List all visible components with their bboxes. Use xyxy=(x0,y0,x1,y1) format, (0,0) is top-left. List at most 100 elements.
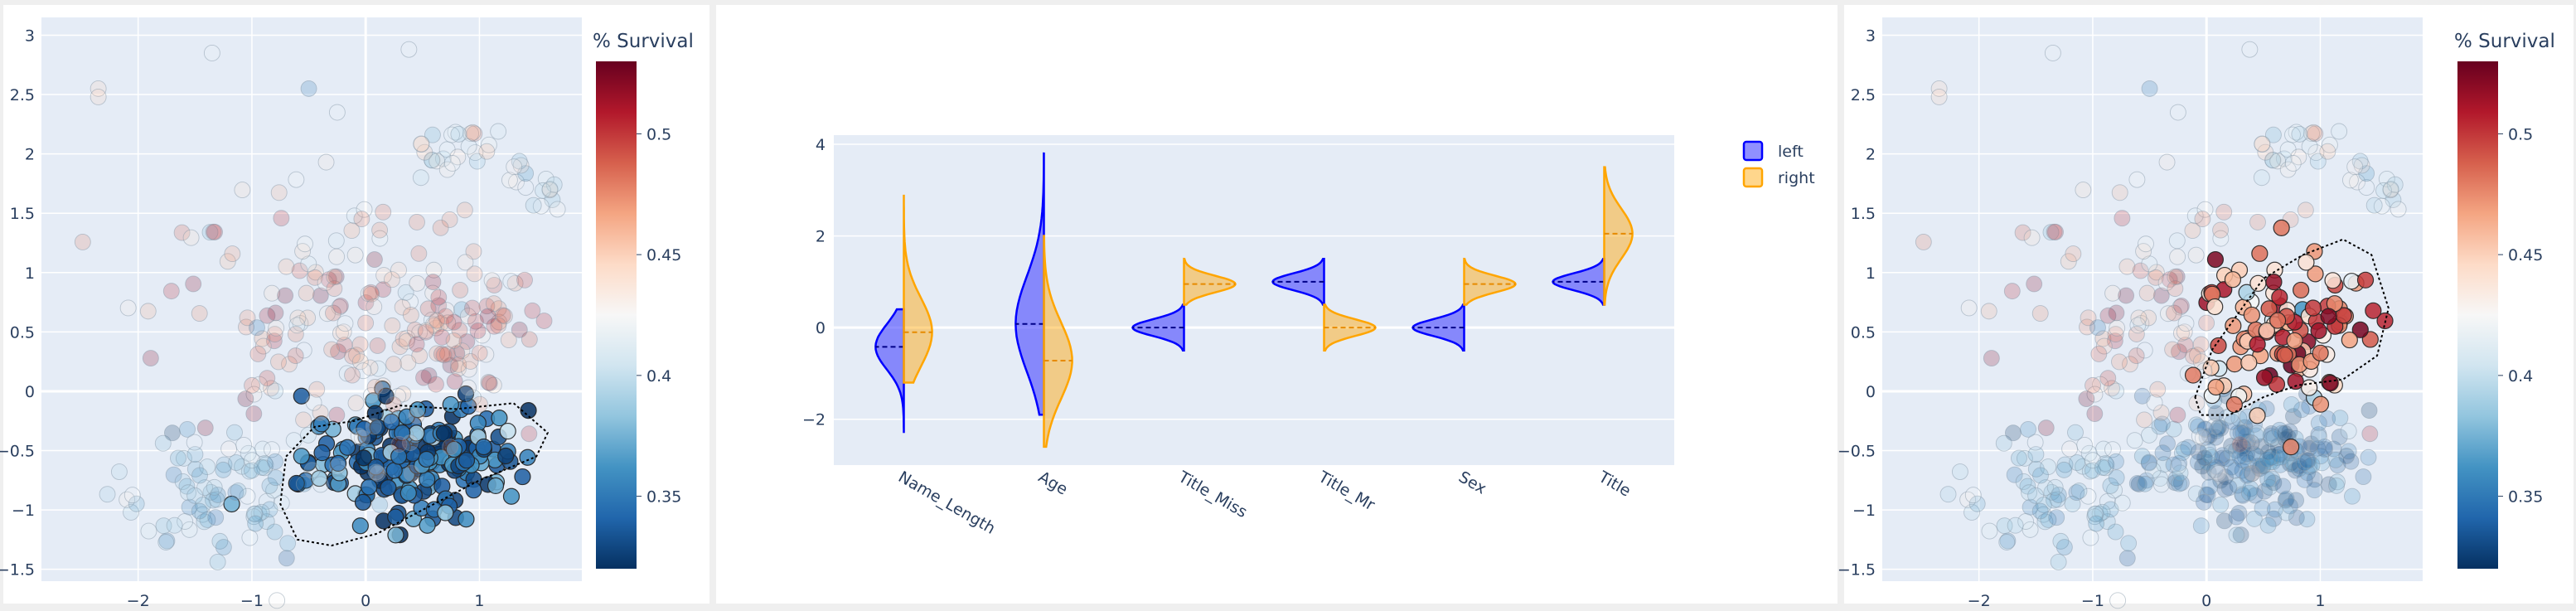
right-scatter-point xyxy=(2338,448,2356,464)
left-scatter-point xyxy=(497,447,515,465)
right-scatter-point xyxy=(2343,273,2361,290)
left-legend-label: left xyxy=(1778,143,1804,161)
left-scatter-point xyxy=(206,478,223,496)
right-scatter-point xyxy=(2152,476,2170,493)
right-scatter-point xyxy=(2260,300,2278,318)
right-scatter-point xyxy=(2166,304,2182,322)
left-scatter-point xyxy=(269,592,286,609)
left-scatter-point xyxy=(196,419,214,437)
left-scatter-point xyxy=(441,211,458,228)
left-scatter-point xyxy=(363,285,380,303)
right-y-tick-label: 2 xyxy=(1866,146,1876,164)
right-scatter-point xyxy=(1968,495,1986,512)
right-scatter-point xyxy=(2055,461,2073,478)
left-scatter-point xyxy=(186,434,203,451)
left-scatter-point xyxy=(380,479,397,497)
left-scatter-point xyxy=(408,336,425,353)
violin-panel[interactable]: −2 0 2 4 Name_Length Age Title_Miss Title_Mr Sex… xyxy=(716,5,1838,604)
right-scatter-point xyxy=(2126,432,2143,449)
left-violin-Age xyxy=(1014,152,1045,416)
left-scatter-point xyxy=(215,539,232,555)
right-scatter-point xyxy=(2299,452,2316,469)
left-y-tick-label: −0.5 xyxy=(0,443,35,461)
left-scatter-point xyxy=(335,323,352,341)
left-scatter-point xyxy=(487,477,505,494)
right-scatter-point xyxy=(2027,446,2045,463)
right-scatter-point xyxy=(2132,262,2149,279)
right-scatter-point xyxy=(2208,458,2225,476)
right-scatter-point xyxy=(2251,245,2269,262)
left-scatter-point xyxy=(353,211,370,228)
right-y-tick-label: 1 xyxy=(1866,264,1876,283)
left-scatter-point xyxy=(308,381,326,398)
left-scatter-point xyxy=(502,487,521,505)
right-scatter-point xyxy=(2212,230,2230,247)
right-scatter-point xyxy=(2114,494,2131,512)
left-scatter-point xyxy=(465,389,482,406)
right-scatter-point xyxy=(2196,201,2214,218)
left-scatter-point xyxy=(247,515,264,532)
right-scatter-point xyxy=(1915,233,1932,250)
left-scatter-point xyxy=(328,406,346,424)
right-scatter-point xyxy=(2046,478,2064,496)
left-scatter-point xyxy=(234,182,251,199)
left-scatter-points xyxy=(74,41,566,609)
right-scatter-point xyxy=(2128,171,2146,188)
right-scatter-point xyxy=(2026,434,2044,451)
left-scatter-point xyxy=(471,344,488,361)
violin-x-tick-label: Title xyxy=(1595,468,1634,501)
left-scatter-point xyxy=(403,464,420,482)
left-scatter-point xyxy=(110,463,128,480)
left-scatter-point xyxy=(417,322,434,339)
right-scatter-chart[interactable]: −2 −1 0 1 −1.5 −1 −0.5 0 0.5 1 1.5 2 2.5 3 % Survival 0… xyxy=(1838,5,2574,610)
right-scatter-point xyxy=(2084,462,2101,479)
left-scatter-point xyxy=(398,332,415,350)
right-scatter-point xyxy=(2035,506,2052,523)
left-scatter-point xyxy=(351,353,369,371)
right-scatter-point xyxy=(2278,504,2295,521)
left-scatter-point xyxy=(402,307,419,323)
left-scatter-point xyxy=(119,491,136,508)
right-scatter-points xyxy=(1915,41,2407,609)
right-colorbar-tick-label: 0.5 xyxy=(2508,125,2533,143)
right-scatter-point xyxy=(2004,424,2022,442)
left-scatter-point xyxy=(460,138,477,155)
right-scatter-point xyxy=(2312,395,2330,413)
left-scatter-panel[interactable]: −2 −1 0 1 −1.5 −1 −0.5 0 0.5 1 1.5 2 2.5 3 % Survival 0… xyxy=(0,5,709,610)
right-scatter-point xyxy=(2206,418,2223,435)
right-scatter-point xyxy=(2007,516,2024,534)
left-scatter-point xyxy=(278,258,295,275)
left-scatter-point xyxy=(445,332,462,349)
right-scatter-panel[interactable]: −2 −1 0 1 −1.5 −1 −0.5 0 0.5 1 1.5 2 2.5 3 % Survival 0… xyxy=(1838,5,2574,610)
right-scatter-point xyxy=(2234,486,2251,503)
left-scatter-chart[interactable]: −2 −1 0 1 −1.5 −1 −0.5 0 0.5 1 1.5 2 2.5 3 % Survival 0… xyxy=(0,5,709,610)
left-scatter-point xyxy=(391,338,409,356)
left-scatter-point xyxy=(166,516,183,534)
right-scatter-point xyxy=(2088,515,2105,532)
right-scatter-point xyxy=(2264,126,2282,143)
left-scatter-point xyxy=(418,450,435,468)
left-scatter-point xyxy=(312,287,329,304)
right-scatter-point xyxy=(2106,332,2123,350)
left-scatter-point xyxy=(435,424,453,442)
right-scatter-point xyxy=(2147,269,2164,286)
right-scatter-point xyxy=(2249,407,2266,424)
right-y-tick-label: −1.5 xyxy=(1838,561,1876,579)
right-scatter-point xyxy=(2241,41,2259,58)
right-scatter-point xyxy=(2108,304,2125,322)
left-scatter-point xyxy=(390,448,408,465)
left-scatter-point xyxy=(300,426,317,444)
left-scatter-point xyxy=(437,308,454,325)
right-scatter-point xyxy=(2249,336,2266,353)
right-scatter-point xyxy=(2361,425,2379,443)
left-scatter-point xyxy=(383,271,400,289)
left-scatter-point xyxy=(496,308,513,325)
right-scatter-point xyxy=(2154,444,2172,462)
left-scatter-point xyxy=(259,370,276,387)
violin-chart[interactable]: −2 0 2 4 Name_Length Age Title_Miss Title_Mr Sex… xyxy=(716,5,1838,604)
right-scatter-point xyxy=(2287,372,2304,390)
left-scatter-point xyxy=(273,210,290,227)
right-scatter-point xyxy=(2307,265,2324,283)
left-violin-Name_Length xyxy=(874,308,905,434)
left-scatter-point xyxy=(350,427,367,444)
